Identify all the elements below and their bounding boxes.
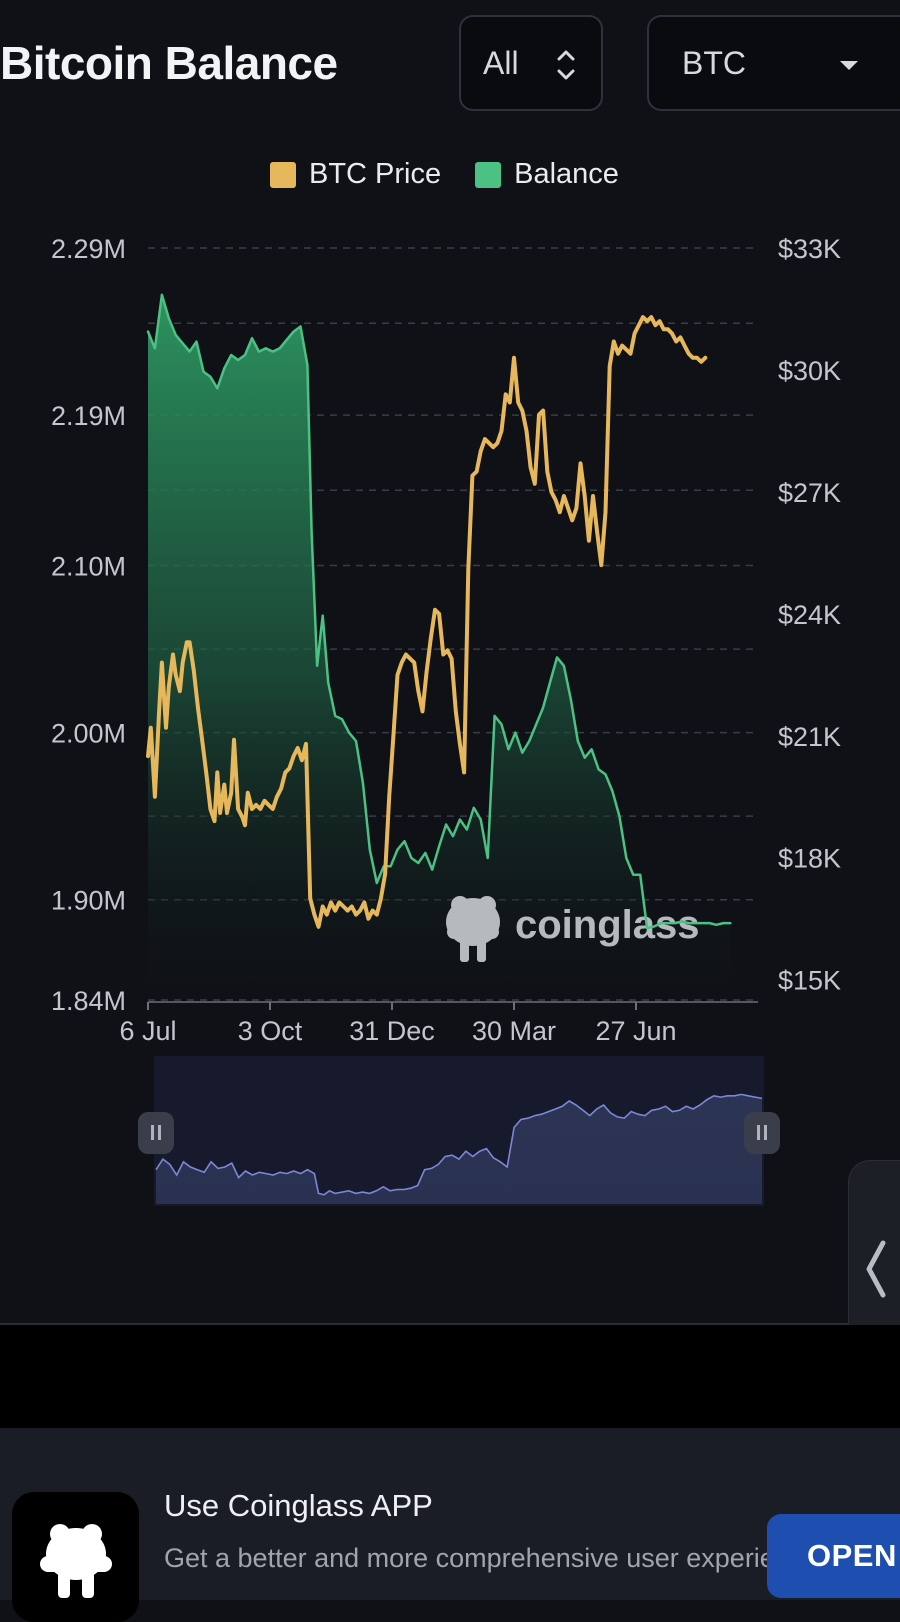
page-title: Bitcoin Balance xyxy=(0,37,338,89)
y-right-tick-label: $33K xyxy=(778,234,841,264)
watermark-text: coinglass xyxy=(515,903,700,947)
y-left-tick-label: 2.00M xyxy=(51,719,126,749)
btc-price-line xyxy=(146,315,708,929)
x-tick-label: 31 Dec xyxy=(349,1016,435,1046)
legend-label-btc-price: BTC Price xyxy=(309,158,442,190)
balance-price-chart[interactable]: coinglass 2.29M 2.19M 2.10M 2.00M 1.90M 1.84M… xyxy=(0,210,900,1050)
app-banner-subtitle: Get a better and more comprehensive user… xyxy=(164,1543,819,1573)
legend-swatch-btc-price xyxy=(270,161,296,188)
navigator-handle-left[interactable] xyxy=(138,1112,174,1154)
axis-ticks: 2.29M 2.19M 2.10M 2.00M 1.90M 1.84M $33K $30K $2… xyxy=(51,234,841,1046)
balance-line xyxy=(146,293,732,930)
coin-select[interactable]: BTC xyxy=(647,15,900,111)
navigator-line xyxy=(155,1093,763,1196)
x-tick-label: 30 Mar xyxy=(472,1016,556,1046)
spacer-band xyxy=(0,1325,900,1428)
y-right-tick-label: $27K xyxy=(778,478,841,508)
y-right-tick-label: $30K xyxy=(778,356,841,386)
app-download-banner xyxy=(0,1428,900,1600)
legend-swatch-balance xyxy=(475,161,502,188)
chart-legend: BTC Price Balance xyxy=(270,158,653,191)
y-right-tick-label: $15K xyxy=(778,966,841,996)
app-banner-title: Use Coinglass APP xyxy=(164,1488,433,1523)
x-tick-label: 6 Jul xyxy=(119,1016,176,1046)
y-right-tick-label: $21K xyxy=(778,722,841,752)
range-navigator[interactable] xyxy=(130,1052,790,1212)
range-select-value: All xyxy=(483,44,519,81)
legend-label-balance: Balance xyxy=(514,158,619,190)
y-left-tick-label: 2.29M xyxy=(51,234,126,264)
y-left-tick-label: 2.19M xyxy=(51,401,126,431)
balance-area-fill xyxy=(148,294,731,988)
coinglass-logo-icon xyxy=(446,896,500,962)
range-select[interactable]: All xyxy=(459,15,603,111)
legend-item-balance[interactable]: Balance xyxy=(475,158,619,191)
y-right-tick-label: $18K xyxy=(778,844,841,874)
chevron-left-icon xyxy=(866,1240,886,1298)
open-app-button[interactable]: OPEN xyxy=(767,1514,900,1598)
series-lines xyxy=(146,293,732,930)
navigator-series xyxy=(155,1093,763,1204)
caret-down-icon xyxy=(840,61,858,70)
x-tick-label: 3 Oct xyxy=(238,1016,303,1046)
balance-area xyxy=(148,294,731,988)
y-left-tick-label: 2.10M xyxy=(51,552,126,582)
x-tick-label: 27 Jun xyxy=(595,1016,676,1046)
y-left-tick-label: 1.90M xyxy=(51,886,126,916)
navigator-area xyxy=(156,1094,762,1204)
y-right-tick-label: $24K xyxy=(778,600,841,630)
y-left-tick-label: 1.84M xyxy=(51,986,126,1016)
up-down-icon xyxy=(557,50,575,80)
navigator-handle-right[interactable] xyxy=(744,1112,780,1154)
coinglass-watermark: coinglass xyxy=(446,896,700,962)
section-divider xyxy=(0,1323,848,1325)
coinglass-app-logo-icon xyxy=(12,1492,139,1622)
coin-select-value: BTC xyxy=(682,44,746,81)
legend-item-btc-price[interactable]: BTC Price xyxy=(270,158,441,191)
